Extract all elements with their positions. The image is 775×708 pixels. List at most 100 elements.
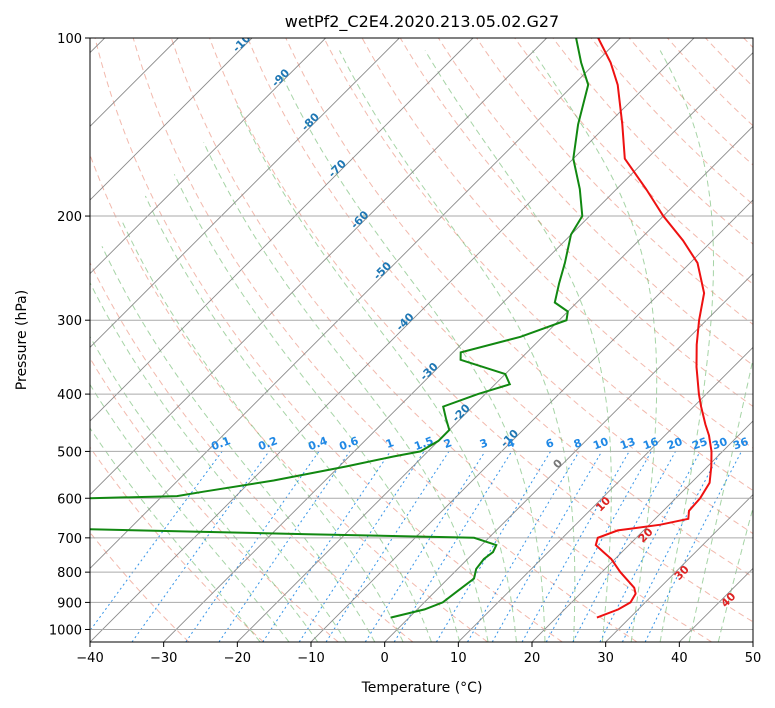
mixing-ratio-line (491, 451, 603, 642)
dry-adiabat (705, 38, 753, 88)
mixing-ratio-label: 0.4 (306, 434, 329, 453)
mixing-ratio-line (325, 451, 450, 642)
dry-adiabat (514, 38, 753, 285)
isotherm-label: -40 (393, 310, 416, 333)
dry-adiabat (247, 38, 753, 578)
x-tick-label: 10 (450, 651, 467, 666)
isotherm-line (237, 125, 753, 642)
dry-adiabat (94, 38, 563, 642)
isotherm-label: -50 (371, 259, 394, 282)
temperature-profile (594, 38, 713, 619)
x-axis-label: Temperature (°C) (361, 680, 483, 696)
isotherm-label: 40 (718, 590, 738, 610)
mixing-ratio-label: 6 (544, 436, 556, 451)
dry-adiabat (437, 38, 753, 366)
mixing-ratio-line (572, 451, 676, 642)
moist-adiabat (144, 195, 432, 642)
x-tick-label: 40 (671, 651, 688, 666)
plot-area: -100-90-80-70-60-50-40-30-20-10010203040… (90, 26, 753, 642)
moist-adiabat (90, 335, 319, 642)
dry-adiabat (323, 38, 753, 492)
y-tick-label: 500 (57, 445, 82, 460)
mixing-ratio-line (90, 451, 223, 632)
y-axis-label: Pressure (hPa) (14, 290, 30, 390)
moist-adiabat (659, 50, 714, 642)
isotherm-line (310, 199, 753, 642)
mixing-ratio-label: 4 (505, 436, 517, 451)
moist-adiabat (90, 383, 290, 642)
mixing-ratio-label: 8 (572, 436, 584, 451)
mixing-ratio-line (393, 451, 513, 642)
dry-adiabat (667, 38, 753, 127)
mixing-ratio-line (521, 451, 630, 642)
mixing-ratio-label: 0.2 (256, 434, 279, 453)
isotherm-label: 10 (593, 494, 613, 514)
dry-adiabat (743, 38, 753, 49)
dewpoint-profile (90, 38, 590, 619)
x-tick-label: −20 (224, 651, 251, 666)
mixing-ratio-label: 20 (665, 435, 684, 453)
isotherm-label: -100 (230, 26, 259, 55)
isotherm-line (90, 38, 621, 569)
mixing-ratio-label: 36 (731, 435, 750, 453)
mixing-ratio-label: 10 (591, 435, 610, 453)
isotherm-label: -20 (450, 401, 473, 424)
dry-adiabat (476, 38, 753, 326)
mixing-ratio-label: 2 (442, 436, 454, 451)
dry-adiabat (132, 38, 638, 642)
moist-adiabat (90, 427, 261, 642)
x-tick-label: −10 (297, 651, 324, 666)
x-tick-label: −40 (76, 651, 103, 666)
isotherm-line (752, 641, 753, 642)
mixing-ratio-label: 25 (690, 435, 709, 452)
isotherm-line (458, 346, 753, 642)
moist-adiabat (90, 281, 347, 642)
moist-adiabat (280, 73, 546, 642)
y-tick-label: 100 (57, 32, 82, 47)
y-tick-label: 200 (57, 210, 82, 225)
mixing-ratio-line (435, 451, 552, 642)
dry-adiabat (90, 153, 488, 642)
isotherm-label: -90 (269, 66, 292, 89)
y-tick-label: 800 (57, 566, 82, 581)
isotherm-line (90, 38, 474, 422)
mixing-ratio-label: 3 (478, 436, 490, 451)
mixing-ratio-label: 16 (641, 435, 660, 453)
mixing-ratio-line (467, 451, 580, 642)
mixing-ratio-label: 30 (710, 435, 729, 453)
x-tick-label: −30 (150, 651, 177, 666)
mixing-ratio-label: 0.1 (209, 434, 232, 453)
isotherm-line (384, 273, 753, 642)
mixing-ratio-label: 13 (618, 435, 637, 452)
moist-adiabat (688, 356, 753, 642)
mixing-ratio-line (599, 451, 701, 642)
isotherm-line (90, 38, 695, 642)
isotherm-line (90, 38, 326, 275)
moist-adiabat (101, 246, 376, 642)
moist-adiabat (532, 50, 658, 642)
isotherm-line (90, 38, 547, 496)
axis-ticks: −40 −30 −20 −10 0 10 20 30 40 5010020030040050060… (49, 32, 761, 666)
dry-adiabat (90, 261, 414, 642)
mixing-ratio-line (262, 451, 391, 642)
y-tick-label: 700 (57, 532, 82, 547)
isotherm-line (90, 38, 400, 348)
isotherm-line (163, 52, 753, 642)
mixing-ratio-line (298, 451, 425, 642)
dry-adiabat (209, 38, 753, 623)
mixing-ratio-line (218, 451, 351, 642)
dry-adiabat (90, 357, 339, 642)
mixing-ratio-label: 1 (384, 436, 396, 451)
chart-title: wetPf2_C2E4.2020.213.05.02.G27 (285, 12, 559, 32)
moist-adiabat (173, 174, 461, 642)
moist-adiabat (236, 105, 517, 642)
isotherm-line (679, 567, 753, 642)
isotherm-label: 30 (672, 563, 692, 583)
isotherm-line (90, 38, 253, 201)
mixing-ratio-label: 0.6 (337, 434, 360, 453)
y-tick-label: 300 (57, 314, 82, 329)
y-tick-label: 600 (57, 492, 82, 507)
x-tick-label: 50 (745, 651, 762, 666)
dry-adiabat (170, 38, 712, 642)
